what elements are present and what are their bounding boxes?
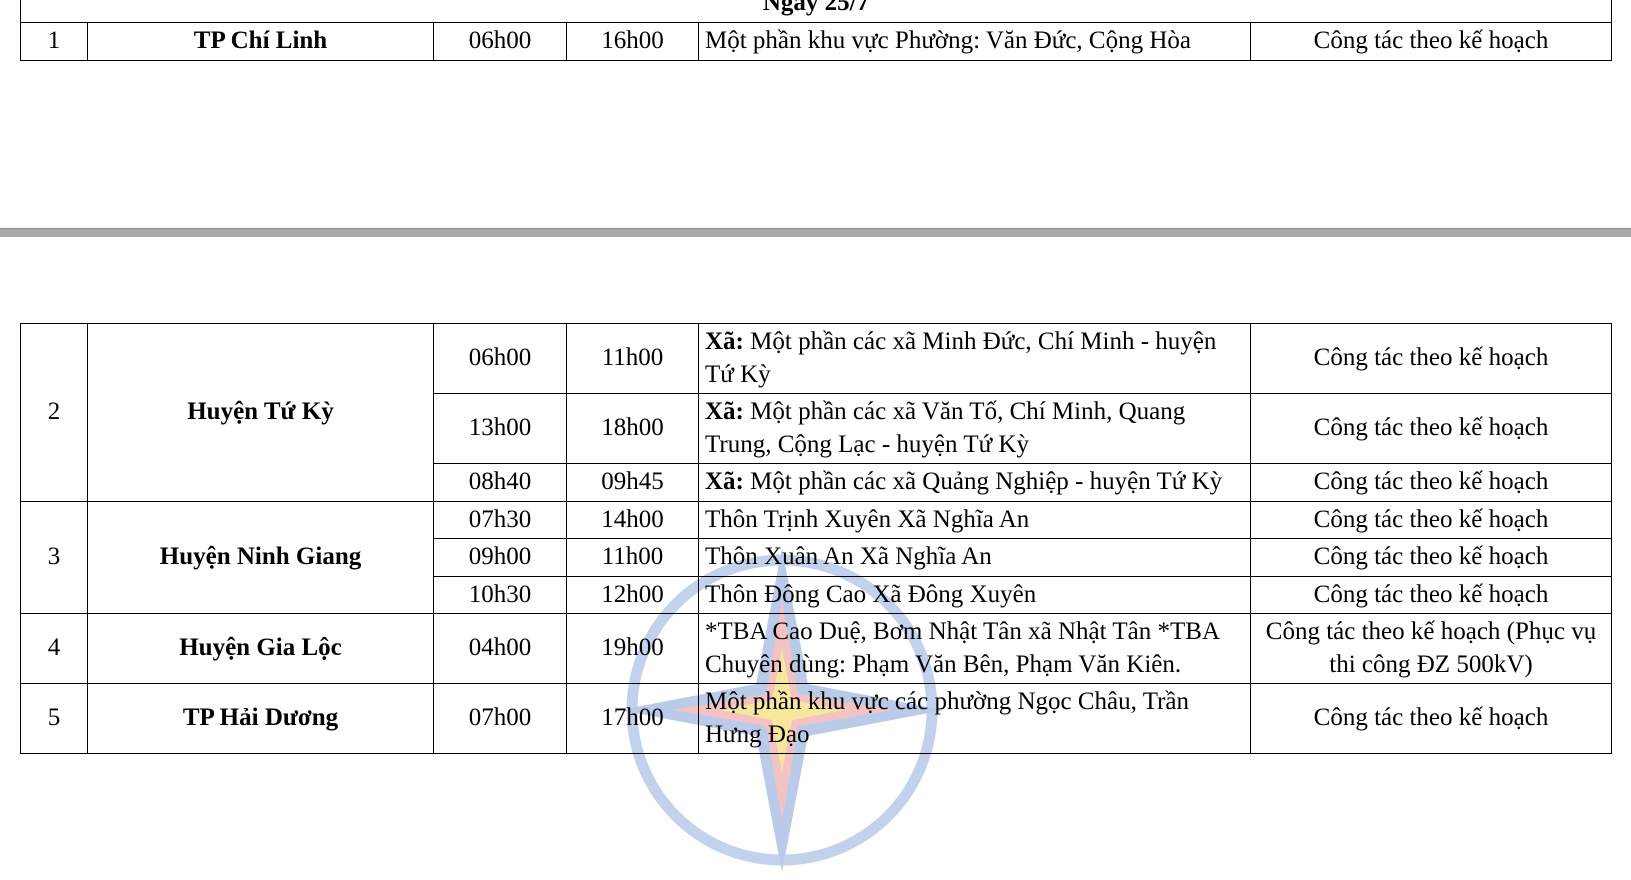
table-row[interactable]: 08h40 09h45 Xã: Một phần các xã Quảng Ng… <box>21 463 1612 502</box>
cell-start: 06h00 <box>433 22 567 61</box>
table-row[interactable]: 1 TP Chí Linh 06h00 16h00 Một phần khu v… <box>20 22 1612 61</box>
table-row[interactable]: 13h00 18h00 Xã: Một phần các xã Văn Tố, … <box>21 393 1612 464</box>
cell-start: 07h00 <box>433 683 567 754</box>
cell-desc: *TBA Cao Duệ, Bơm Nhật Tân xã Nhật Tân *… <box>698 613 1251 684</box>
day-header-title: Ngày 25/7 <box>20 0 1612 23</box>
cell-end: 11h00 <box>566 323 699 394</box>
table-row[interactable]: 2 Huyện Tứ Kỳ 06h00 11h00 Xã: Một phần c… <box>20 323 1612 502</box>
cell-note: Công tác theo kế hoạch <box>1250 393 1612 464</box>
cell-desc-label: Xã: <box>705 328 744 355</box>
cell-start: 09h00 <box>433 538 567 577</box>
schedule-table-main: 2 Huyện Tứ Kỳ 06h00 11h00 Xã: Một phần c… <box>20 323 1612 754</box>
cell-start: 08h40 <box>433 463 567 502</box>
cell-note: Công tác theo kế hoạch <box>1250 538 1612 577</box>
cell-area: TP Chí Linh <box>87 22 434 61</box>
cell-desc: Một phần khu vực Phường: Văn Đức, Cộng H… <box>698 22 1251 61</box>
cell-desc: Xã: Một phần các xã Minh Đức, Chí Minh -… <box>698 323 1251 394</box>
cell-desc: Xã: Một phần các xã Văn Tố, Chí Minh, Qu… <box>698 393 1251 464</box>
table-row[interactable]: 4 Huyện Gia Lộc 04h00 19h00 *TBA Cao Duệ… <box>20 613 1612 684</box>
cell-stt: 4 <box>20 613 88 684</box>
cell-area: TP Hải Dương <box>87 683 434 754</box>
cell-start: 06h00 <box>433 323 567 394</box>
cell-desc-text: Một phần các xã Minh Đức, Chí Minh - huy… <box>705 328 1217 388</box>
cell-start: 13h00 <box>433 393 567 464</box>
table-row[interactable]: 3 Huyện Ninh Giang 07h30 14h00 Thôn Trịn… <box>20 500 1612 614</box>
cell-area: Huyện Tứ Kỳ <box>87 323 434 502</box>
cell-start: 04h00 <box>433 613 567 684</box>
cell-note: Công tác theo kế hoạch <box>1250 463 1612 502</box>
page-break-separator <box>0 228 1631 237</box>
cell-stt: 1 <box>20 22 88 61</box>
cell-end: 11h00 <box>566 538 699 577</box>
schedule-table-top: Ngày 25/7 1 TP Chí Linh 06h00 16h00 Một … <box>20 0 1612 61</box>
cell-desc: Thôn Xuân An Xã Nghĩa An <box>698 538 1251 577</box>
cell-desc-text: Một phần các xã Văn Tố, Chí Minh, Quang … <box>705 398 1186 458</box>
cell-start: 07h30 <box>433 500 567 539</box>
cell-start: 10h30 <box>433 575 567 614</box>
table-row[interactable]: 5 TP Hải Dương 07h00 17h00 Một phần khu … <box>20 683 1612 754</box>
cell-end: 09h45 <box>566 463 699 502</box>
cell-note: Công tác theo kế hoạch <box>1250 575 1612 614</box>
cell-stt: 5 <box>20 683 88 754</box>
cell-stt: 2 <box>20 323 88 502</box>
cell-area: Huyện Gia Lộc <box>87 613 434 684</box>
cell-note: Công tác theo kế hoạch <box>1250 22 1612 61</box>
cell-desc-text: Một phần các xã Quảng Nghiệp - huyện Tứ … <box>743 468 1223 495</box>
day-header-row: Ngày 25/7 <box>20 0 1612 23</box>
cell-end: 17h00 <box>566 683 699 754</box>
cell-desc: Xã: Một phần các xã Quảng Nghiệp - huyện… <box>698 463 1251 502</box>
cell-note: Công tác theo kế hoạch <box>1250 323 1612 394</box>
cell-stt: 3 <box>20 500 88 614</box>
cell-end: 19h00 <box>566 613 699 684</box>
cell-desc-label: Xã: <box>705 468 744 495</box>
cell-desc: Một phần khu vực các phường Ngọc Châu, T… <box>698 683 1251 754</box>
cell-area: Huyện Ninh Giang <box>87 500 434 614</box>
cell-end: 14h00 <box>566 500 699 539</box>
cell-note: Công tác theo kế hoạch <box>1250 683 1612 754</box>
cell-note: Công tác theo kế hoạch (Phục vụ thi công… <box>1250 613 1612 684</box>
cell-end: 16h00 <box>566 22 699 61</box>
cell-end: 18h00 <box>566 393 699 464</box>
cell-end: 12h00 <box>566 575 699 614</box>
cell-desc-label: Xã: <box>705 398 744 425</box>
cell-desc: Thôn Trịnh Xuyên Xã Nghĩa An <box>698 500 1251 539</box>
cell-note: Công tác theo kế hoạch <box>1250 500 1612 539</box>
cell-desc: Thôn Đông Cao Xã Đông Xuyên <box>698 575 1251 614</box>
